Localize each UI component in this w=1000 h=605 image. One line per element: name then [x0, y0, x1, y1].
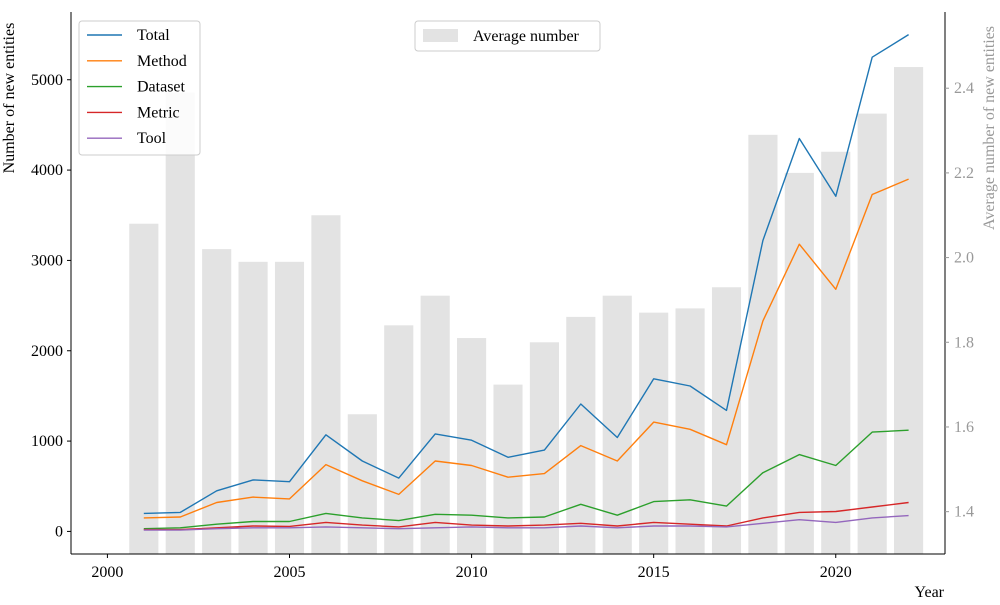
- legend-label-method: Method: [137, 53, 187, 70]
- legend-label-dataset: Dataset: [137, 79, 186, 96]
- x-axis-label: Year: [915, 584, 945, 600]
- legend-bars-label: Average number: [473, 28, 580, 45]
- y-left-tick-label-2000: 2000: [31, 343, 63, 360]
- axes-layer: Year Number of new entities Average numb…: [1, 12, 998, 601]
- line-tool: [143, 514, 909, 531]
- y-left-tick-label-1000: 1000: [31, 433, 63, 450]
- legend-bars-frame: [414, 20, 601, 52]
- x-tick-label-2000: 2000: [91, 564, 123, 581]
- y-right-tick-label-2: 2.0: [954, 250, 974, 267]
- legend-label-metric: Metric: [137, 104, 180, 121]
- bar-2002: [165, 92, 195, 554]
- bar-2016: [675, 308, 705, 554]
- y-right-tick-label-1.6: 1.6: [954, 419, 974, 436]
- y-left-tick-label-3000: 3000: [31, 252, 63, 269]
- y-right-tick-label-1.4: 1.4: [954, 504, 974, 521]
- legend-label-tool: Tool: [137, 130, 167, 147]
- line-total: [143, 34, 909, 515]
- legend-label-total: Total: [137, 27, 170, 44]
- bar-2001: [129, 223, 159, 554]
- bar-2012: [529, 342, 559, 554]
- bar-2017: [711, 287, 742, 554]
- bar-2009: [420, 295, 450, 554]
- line-method: [143, 178, 909, 519]
- bar-2019: [784, 172, 814, 554]
- bar-2003: [202, 249, 232, 554]
- legend-bars-swatch: [423, 29, 458, 42]
- bar-2013: [566, 316, 596, 554]
- x-tick-label-2005: 2005: [274, 564, 306, 581]
- y-right-axis-label: Average number of new entities: [981, 26, 998, 230]
- y-left-tick-label-5000: 5000: [31, 72, 63, 89]
- line-dataset: [143, 429, 909, 530]
- bar-2022: [894, 67, 924, 554]
- legend-lines: Total Method Dataset Metric Tool: [78, 20, 201, 156]
- bar-2011: [493, 384, 523, 554]
- line-metric: [143, 501, 909, 531]
- bar-2020: [821, 151, 851, 554]
- bar-2006: [311, 215, 341, 554]
- legend-bars: Average number: [414, 20, 601, 52]
- ticks-layer: 2000 2005 2010 2015 2020 0 1000 2000 3000 4000 500…: [31, 72, 974, 581]
- x-tick-label-2010: 2010: [456, 564, 488, 581]
- bar-2004: [238, 261, 268, 554]
- bars-layer: [129, 67, 924, 554]
- bar-2005: [274, 261, 305, 554]
- y-right-tick-label-2.2: 2.2: [954, 165, 974, 182]
- y-left-tick-label-0: 0: [55, 523, 63, 540]
- y-right-tick-label-2.4: 2.4: [954, 80, 974, 97]
- legend-lines-frame: [78, 20, 201, 156]
- bar-2008: [384, 325, 414, 554]
- lines-layer: [143, 34, 909, 531]
- x-tick-label-2020: 2020: [820, 564, 852, 581]
- y-right-tick-label-1.8: 1.8: [954, 334, 974, 351]
- bar-2021: [857, 113, 887, 554]
- x-tick-label-2015: 2015: [638, 564, 670, 581]
- bar-2010: [457, 338, 487, 554]
- bar-2018: [748, 134, 778, 554]
- y-left-tick-label-4000: 4000: [31, 162, 63, 179]
- y-left-axis-label: Number of new entities: [1, 23, 18, 174]
